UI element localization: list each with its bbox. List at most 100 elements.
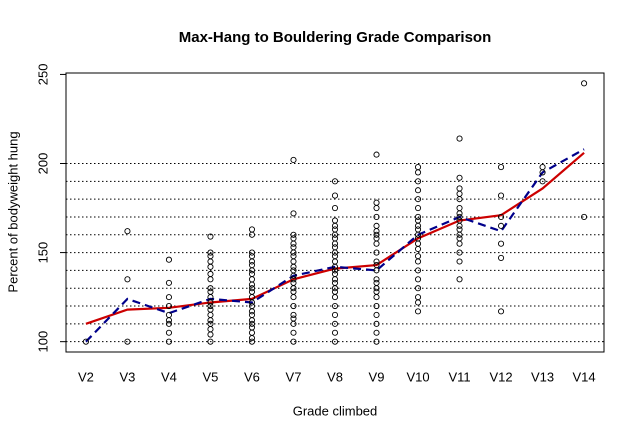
data-point — [331, 267, 339, 274]
data-point — [331, 178, 339, 185]
data-point — [248, 320, 256, 327]
data-point — [373, 262, 380, 269]
data-point — [331, 311, 339, 318]
chart-title: Max-Hang to Bouldering Grade Comparison — [179, 29, 492, 46]
data-point — [331, 270, 339, 278]
data-point — [414, 213, 422, 221]
data-point — [456, 174, 463, 181]
data-point — [414, 245, 422, 253]
data-point — [207, 285, 214, 292]
data-point — [414, 258, 422, 265]
x-tick-label: V5 — [203, 369, 219, 384]
data-point — [207, 320, 214, 327]
y-tick-label: 150 — [35, 242, 50, 264]
data-point — [207, 249, 214, 256]
data-point — [124, 338, 131, 345]
data-point — [165, 320, 173, 327]
data-point — [290, 302, 297, 310]
data-point — [290, 240, 297, 247]
data-point — [331, 217, 339, 224]
data-point — [290, 156, 297, 163]
data-point — [373, 338, 380, 345]
data-point — [331, 279, 339, 286]
data-point — [290, 210, 297, 217]
data-point — [331, 204, 339, 212]
data-point — [373, 151, 380, 158]
data-point — [456, 240, 463, 247]
data-point — [290, 258, 297, 265]
data-point — [373, 329, 380, 336]
data-point — [290, 276, 297, 283]
data-point — [456, 204, 463, 212]
data-point — [248, 276, 256, 283]
data-point — [497, 213, 505, 221]
data-point — [373, 240, 380, 247]
data-point — [248, 338, 256, 345]
x-tick-label: V10 — [406, 369, 429, 384]
data-point — [248, 226, 256, 233]
data-point — [248, 329, 256, 336]
data-point — [248, 335, 256, 342]
data-point — [290, 263, 297, 270]
data-point — [290, 294, 297, 301]
data-point — [373, 204, 380, 212]
data-point — [207, 311, 214, 318]
data-point — [248, 311, 256, 318]
y-tick-label: 100 — [35, 331, 50, 353]
x-tick-label: V14 — [573, 369, 596, 384]
data-point — [207, 263, 214, 270]
data-point — [290, 329, 297, 336]
data-point — [497, 164, 505, 171]
data-point — [290, 279, 297, 286]
data-point — [290, 311, 297, 318]
data-point — [124, 276, 131, 283]
x-tick-label: V12 — [489, 369, 512, 384]
x-tick-label: V6 — [244, 369, 260, 384]
data-point — [331, 192, 339, 199]
data-point — [373, 258, 380, 265]
x-tick-label: V4 — [161, 369, 177, 384]
data-point — [207, 331, 214, 338]
x-tick-label: V3 — [119, 369, 135, 384]
data-point — [331, 244, 339, 251]
data-point — [165, 338, 173, 345]
data-point — [290, 244, 297, 251]
data-point — [124, 228, 131, 235]
x-tick-label: V7 — [286, 369, 302, 384]
data-point — [207, 306, 214, 313]
data-point — [290, 267, 297, 274]
data-point — [331, 222, 339, 229]
data-point — [165, 279, 173, 286]
data-point — [373, 228, 380, 235]
data-point — [414, 226, 422, 233]
data-point — [581, 80, 588, 87]
data-point — [373, 213, 380, 221]
data-point — [497, 222, 505, 229]
data-point — [414, 240, 422, 247]
data-point — [414, 299, 422, 306]
data-point — [331, 338, 339, 345]
data-point — [248, 308, 256, 315]
data-point — [207, 276, 214, 283]
data-point — [456, 258, 463, 265]
data-point — [373, 311, 380, 318]
data-point — [414, 222, 422, 229]
data-point — [248, 317, 256, 324]
data-point — [456, 190, 463, 197]
data-point — [290, 253, 297, 260]
y-tick-label: 200 — [35, 153, 50, 175]
data-point — [331, 258, 339, 265]
data-point — [414, 235, 422, 242]
trend-line — [85, 148, 585, 343]
data-point — [248, 249, 256, 256]
y-tick-label: 250 — [35, 64, 50, 86]
data-point — [331, 276, 339, 283]
data-point — [373, 276, 380, 283]
data-point — [497, 254, 505, 261]
data-point — [248, 258, 256, 265]
data-point — [165, 311, 173, 318]
data-point — [331, 320, 339, 327]
data-point — [331, 329, 339, 336]
data-point — [373, 199, 380, 206]
x-tick-label: V9 — [369, 369, 385, 384]
